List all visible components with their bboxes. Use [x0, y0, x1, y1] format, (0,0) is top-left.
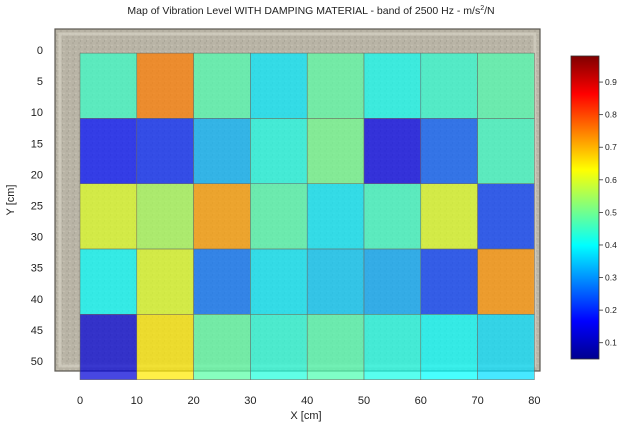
- heatmap-cell: [79, 52, 138, 119]
- colorbar-tick-label: 0.7: [605, 142, 617, 152]
- heatmap-cell: [363, 314, 422, 380]
- y-tick-label: 20: [31, 169, 43, 181]
- heatmap-cell: [420, 52, 478, 119]
- heatmap-cell: [420, 248, 478, 315]
- colorbar: [570, 55, 600, 360]
- heatmap-cell: [79, 314, 138, 380]
- heatmap-cell: [306, 248, 365, 315]
- heatmap-cell: [477, 248, 535, 315]
- heatmap-cell: [193, 118, 251, 184]
- heatmap-cell: [136, 52, 194, 119]
- y-tick-label: 15: [31, 138, 43, 150]
- x-tick-label: 30: [244, 395, 256, 407]
- heatmap-cell: [363, 183, 422, 250]
- heatmap-cell: [79, 183, 138, 250]
- chart-title: Map of Vibration Level WITH DAMPING MATE…: [127, 5, 494, 17]
- x-tick-label: 50: [358, 395, 370, 407]
- heatmap-cell: [363, 248, 422, 315]
- x-tick-label: 80: [528, 395, 540, 407]
- x-axis-label: X [cm]: [290, 410, 321, 422]
- heatmap-cell: [363, 118, 422, 184]
- y-tick-label: 35: [31, 263, 43, 275]
- y-tick-label: 40: [31, 294, 43, 306]
- heatmap-cell: [136, 314, 194, 380]
- heatmap-cell: [306, 314, 365, 380]
- heatmap-cell: [193, 183, 251, 250]
- heatmap-cell: [193, 248, 251, 315]
- y-tick-label: 0: [37, 45, 43, 57]
- y-tick-label: 45: [31, 325, 43, 337]
- y-tick-label: 30: [31, 232, 43, 244]
- heatmap-cell: [136, 183, 194, 250]
- heatmap-cell: [193, 314, 251, 380]
- heatmap-cell: [306, 118, 365, 184]
- x-tick-label: 60: [415, 395, 427, 407]
- heatmap-cell: [136, 118, 194, 184]
- y-axis-ticks: 0 5 10 15 20 25 30 35 40 45 50: [31, 45, 43, 368]
- y-tick-label: 10: [31, 107, 43, 119]
- heatmap-cell: [79, 248, 138, 315]
- heatmap-cell: [250, 52, 308, 119]
- heatmap-cell: [420, 183, 478, 250]
- heatmap-cell: [420, 118, 478, 184]
- colorbar-tick-label: 0.3: [605, 273, 617, 283]
- colorbar-tick-label: 0.2: [605, 305, 617, 315]
- heatmap-cell: [79, 118, 138, 184]
- colorbar-ticks: 0.1 0.2 0.3 0.4 0.5 0.6 0.7 0.8 0.9: [599, 77, 617, 348]
- colorbar-tick-label: 0.1: [605, 338, 617, 348]
- y-tick-label: 25: [31, 201, 43, 213]
- heatmap-cell: [477, 52, 535, 119]
- heatmap-cell: [250, 183, 308, 250]
- heatmap-cell: [477, 118, 535, 184]
- heatmap-cell: [363, 52, 422, 119]
- colorbar-tick-label: 0.5: [605, 207, 617, 217]
- heatmap-cell: [420, 314, 478, 380]
- x-tick-label: 0: [77, 395, 83, 407]
- x-tick-label: 40: [301, 395, 313, 407]
- heatmap-cell: [250, 118, 308, 184]
- x-tick-label: 70: [471, 395, 483, 407]
- heatmap-cell: [193, 52, 251, 119]
- heatmap-cell: [136, 248, 194, 315]
- heatmap-cell: [306, 52, 365, 119]
- x-axis-ticks: 0 10 20 30 40 50 60 70 80: [77, 395, 541, 407]
- colorbar-tick-label: 0.6: [605, 175, 617, 185]
- heatmap-cell: [250, 248, 308, 315]
- colorbar-tick-label: 0.9: [605, 77, 617, 87]
- heatmap-cell: [477, 183, 535, 250]
- colorbar-tick-label: 0.4: [605, 240, 617, 250]
- y-tick-label: 5: [37, 76, 43, 88]
- y-axis-label: Y [cm]: [5, 185, 17, 216]
- heatmap-cell: [306, 183, 365, 250]
- heatmap-cell: [477, 314, 535, 380]
- y-tick-label: 50: [31, 356, 43, 368]
- x-tick-label: 20: [187, 395, 199, 407]
- heatmap-cell: [250, 314, 308, 380]
- colorbar-tick-label: 0.8: [605, 110, 617, 120]
- x-tick-label: 10: [131, 395, 143, 407]
- heatmap-cells: [79, 52, 535, 380]
